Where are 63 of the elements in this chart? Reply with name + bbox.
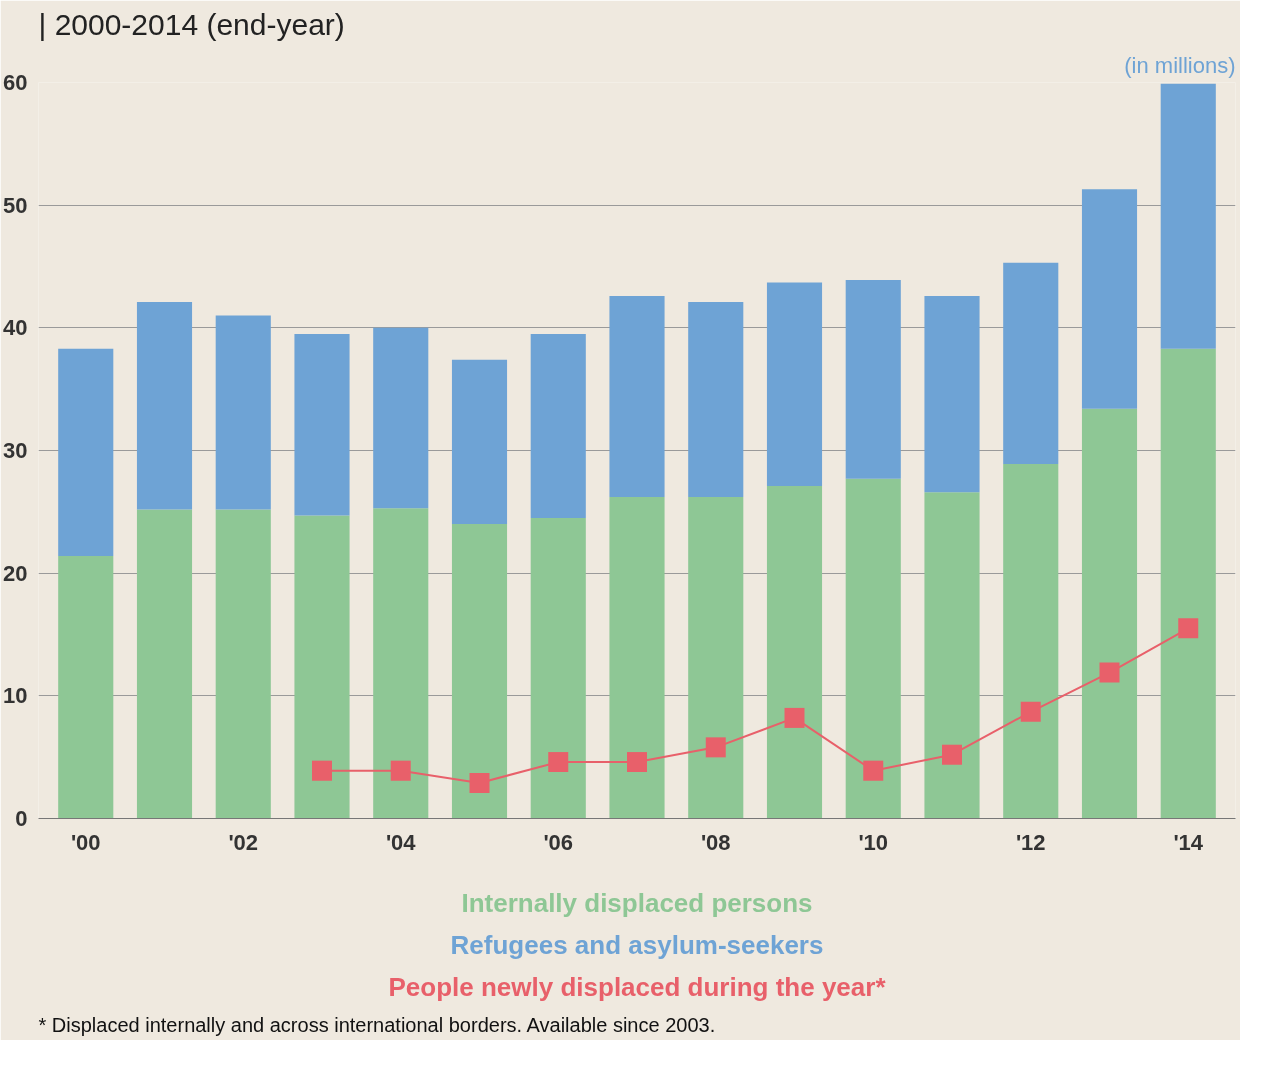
text: (in millions) — [1124, 52, 1236, 78]
x-tick-label: '12 — [1015, 829, 1046, 855]
point — [1020, 701, 1041, 722]
text: Internally displaced persons — [461, 887, 813, 918]
x-tick-label: '10 — [858, 829, 889, 855]
x-tick-label: '02 — [228, 829, 259, 855]
point — [469, 772, 490, 793]
x-tick-label: '06 — [543, 829, 574, 855]
y-tick-label: 40 — [3, 315, 28, 341]
bar — [688, 497, 744, 819]
bar — [1160, 348, 1216, 819]
x-tick-label: '04 — [385, 829, 417, 855]
bar — [373, 327, 429, 509]
bar — [373, 508, 429, 819]
point — [863, 760, 884, 781]
bar — [451, 359, 508, 525]
bar — [136, 509, 193, 819]
bar — [294, 333, 350, 516]
y-tick-label: 10 — [3, 683, 28, 709]
bar — [530, 517, 586, 819]
bar — [609, 295, 665, 498]
chart-title: | 2000-2014 (end-year) — [38, 7, 345, 41]
y-tick-label: 0 — [15, 806, 28, 831]
bar — [766, 486, 823, 819]
bar — [688, 302, 744, 498]
bar — [58, 555, 114, 819]
point — [1099, 662, 1120, 683]
text: Refugees and asylum-seekers — [450, 929, 824, 960]
bar — [766, 282, 823, 487]
point — [548, 752, 569, 773]
bar — [215, 509, 271, 819]
point — [390, 760, 411, 781]
bar — [845, 279, 901, 479]
bar — [609, 497, 665, 819]
bar — [58, 348, 114, 556]
x-tick-label: '00 — [70, 829, 101, 855]
bar — [136, 302, 193, 510]
y-tick-label: 50 — [3, 192, 28, 218]
x-tick-label: '14 — [1173, 829, 1204, 855]
point — [627, 752, 647, 773]
bar — [845, 478, 901, 819]
bar — [1003, 262, 1059, 464]
bar — [924, 295, 980, 493]
bar — [451, 524, 508, 819]
bar — [215, 315, 271, 510]
bar — [924, 492, 980, 819]
x-tick-label: '08 — [700, 829, 731, 855]
bar — [1160, 83, 1216, 349]
point — [705, 737, 726, 758]
point — [1178, 618, 1199, 639]
bar — [1081, 408, 1138, 819]
bar — [530, 333, 586, 518]
bar — [1003, 463, 1059, 819]
y-tick-label: 20 — [3, 560, 28, 586]
text: People newly displaced during the year* — [388, 971, 887, 1002]
text: * Displaced internally and across international borders. Available since 2003. — [38, 1013, 716, 1036]
y-tick-label: 30 — [3, 438, 28, 463]
bar — [294, 515, 350, 819]
point — [784, 707, 805, 728]
bar — [1081, 189, 1138, 409]
y-tick-label: 60 — [3, 70, 28, 95]
point — [942, 744, 962, 765]
point — [312, 760, 332, 781]
